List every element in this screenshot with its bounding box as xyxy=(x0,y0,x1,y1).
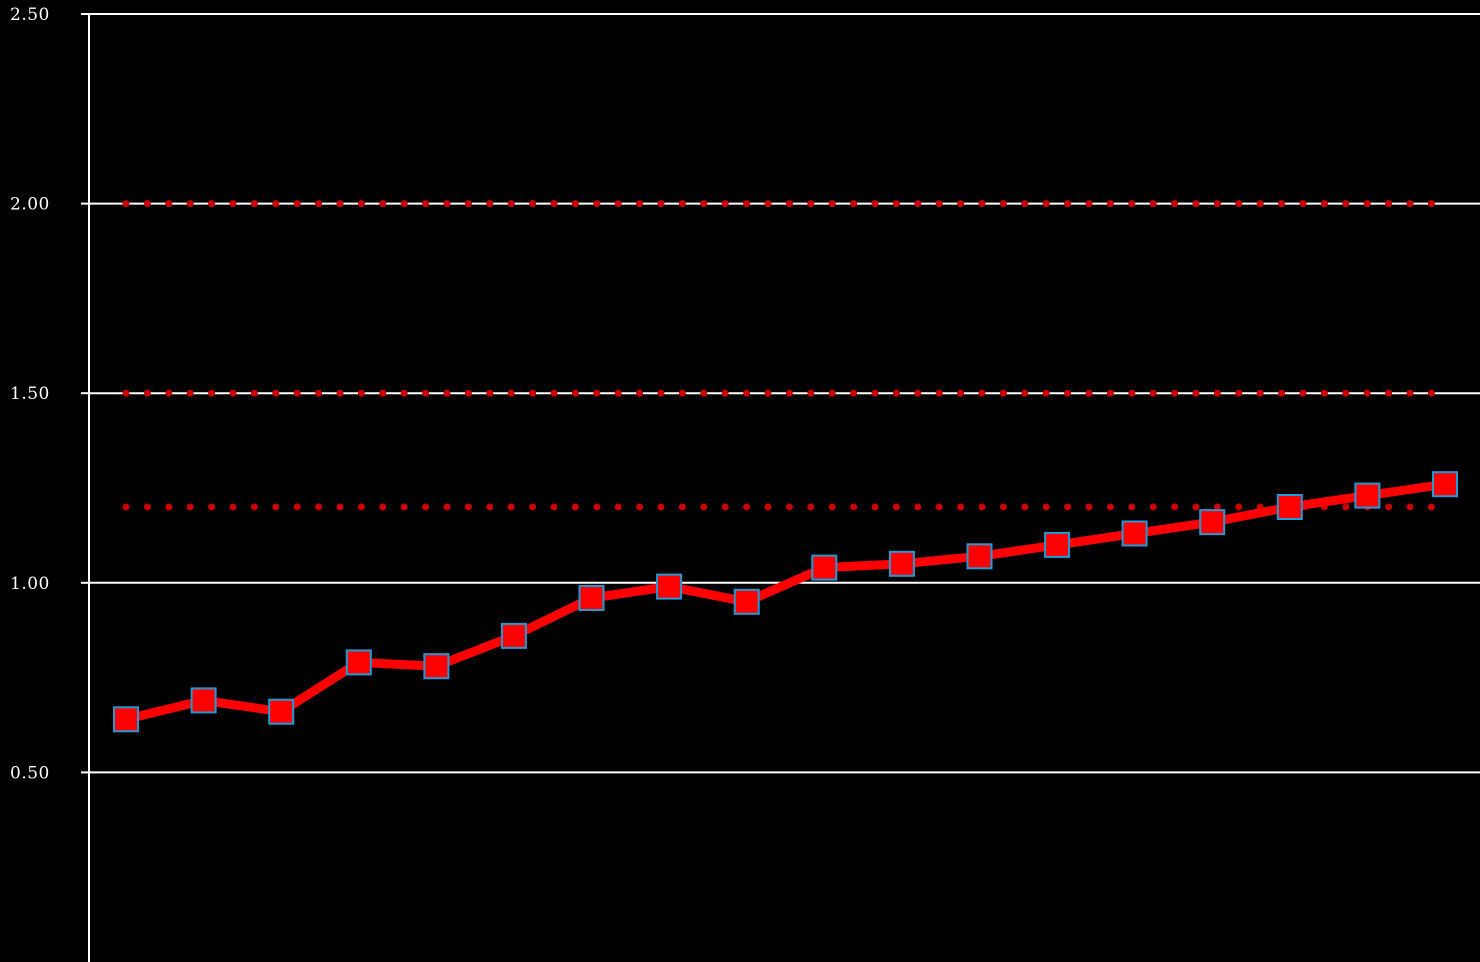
data-point xyxy=(500,622,527,649)
data-point xyxy=(733,588,760,615)
data-point xyxy=(1044,531,1071,558)
data-point xyxy=(190,687,217,714)
data-point xyxy=(578,585,605,611)
data-point xyxy=(888,550,915,577)
data-point xyxy=(1432,471,1458,498)
data-point xyxy=(268,698,295,725)
data-series xyxy=(113,471,1458,733)
y-tick-labels: 2.50 2.00 1.50 1.00 0.50 xyxy=(10,5,50,783)
y-tick-label: 2.50 xyxy=(10,5,50,25)
data-point xyxy=(1121,520,1148,547)
data-point xyxy=(656,573,683,600)
data-point xyxy=(1199,509,1226,536)
y-tick-label: 2.00 xyxy=(10,195,50,215)
data-point xyxy=(811,554,838,581)
reference-lines xyxy=(122,200,1439,511)
y-axis xyxy=(81,13,90,962)
data-point xyxy=(1354,482,1381,509)
data-point xyxy=(966,543,993,570)
y-tick-label: 1.00 xyxy=(10,574,50,594)
data-point xyxy=(423,653,450,680)
data-point xyxy=(1276,494,1303,520)
data-point xyxy=(113,706,139,733)
y-tick-label: 1.50 xyxy=(10,384,50,404)
y-tick-label: 0.50 xyxy=(10,763,50,783)
data-point xyxy=(345,649,372,676)
